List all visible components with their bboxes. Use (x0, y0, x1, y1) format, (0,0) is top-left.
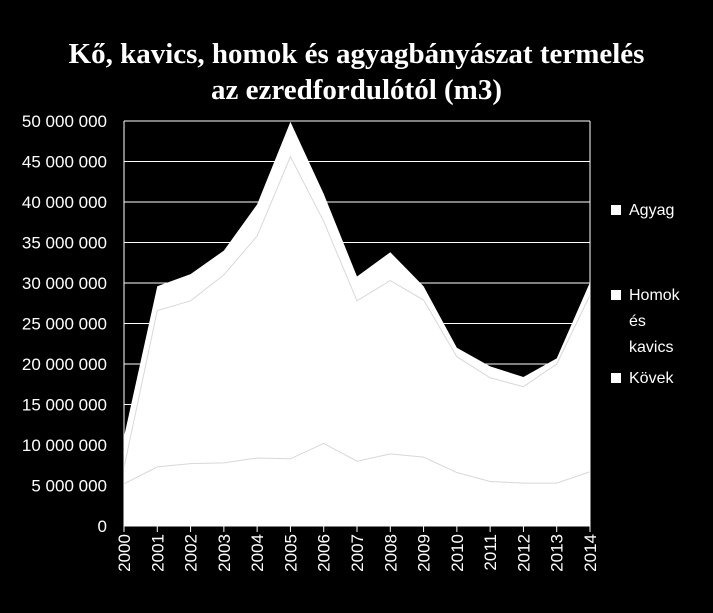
series-boundary-line (123, 442, 591, 485)
x-tick-label: 2009 (415, 534, 434, 572)
x-tick-label: 2005 (281, 534, 300, 572)
area-homok-es-kavics (124, 156, 590, 526)
y-tick-label: 0 (98, 517, 107, 536)
legend-label-homok-line-2: és (629, 313, 646, 330)
legend-swatch-kovek (611, 373, 621, 383)
y-tick-label: 35 000 000 (22, 234, 107, 253)
y-tick-label: 40 000 000 (22, 193, 107, 212)
x-tick-label: 2000 (115, 534, 134, 572)
x-tick-label: 2004 (248, 534, 267, 572)
x-tick-label: 2011 (481, 534, 500, 571)
legend-label-agyag: Agyag (629, 198, 709, 224)
x-tick-label: 2006 (315, 534, 334, 572)
chart-title-line-2: az ezredfordulótól (m3) (211, 74, 502, 106)
y-tick-label: 45 000 000 (22, 153, 107, 172)
legend-label-kovek: Kövek (629, 366, 709, 392)
y-tick-label: 5 000 000 (31, 477, 107, 496)
y-tick-label: 10 000 000 (22, 436, 107, 455)
x-tick-label: 2003 (215, 534, 234, 572)
chart-title-line-1: Kő, kavics, homok és agyagbányászat term… (68, 38, 645, 70)
legend-label-homok-line-1: Homok (629, 287, 680, 304)
y-tick-label: 20 000 000 (22, 355, 107, 374)
legend-label-kovek-line-1: Kövek (629, 370, 674, 387)
y-tick-label: 15 000 000 (22, 396, 107, 415)
y-tick-label: 30 000 000 (22, 274, 107, 293)
x-tick-label: 2013 (548, 534, 567, 572)
y-tick-label: 25 000 000 (22, 315, 107, 334)
x-tick-label: 2008 (381, 534, 400, 572)
x-tick-label: 2001 (148, 534, 167, 572)
x-tick-label: 2012 (514, 534, 533, 572)
legend-label-agyag-line-1: Agyag (629, 202, 675, 219)
x-tick-label: 2002 (182, 534, 201, 572)
series-boundary-line (123, 155, 591, 468)
y-tick-label: 50 000 000 (22, 112, 107, 131)
legend-swatch-agyag (611, 205, 621, 215)
x-tick-label: 2014 (581, 534, 600, 572)
x-tick-label: 2007 (348, 534, 367, 572)
area-kovek (124, 443, 590, 526)
x-tick-label: 2010 (448, 534, 467, 572)
legend-label-homok-es-kavics: Homok és kavics (629, 283, 709, 361)
legend-swatch-homok-es-kavics (611, 290, 621, 300)
legend-label-homok-line-3: kavics (629, 339, 674, 356)
